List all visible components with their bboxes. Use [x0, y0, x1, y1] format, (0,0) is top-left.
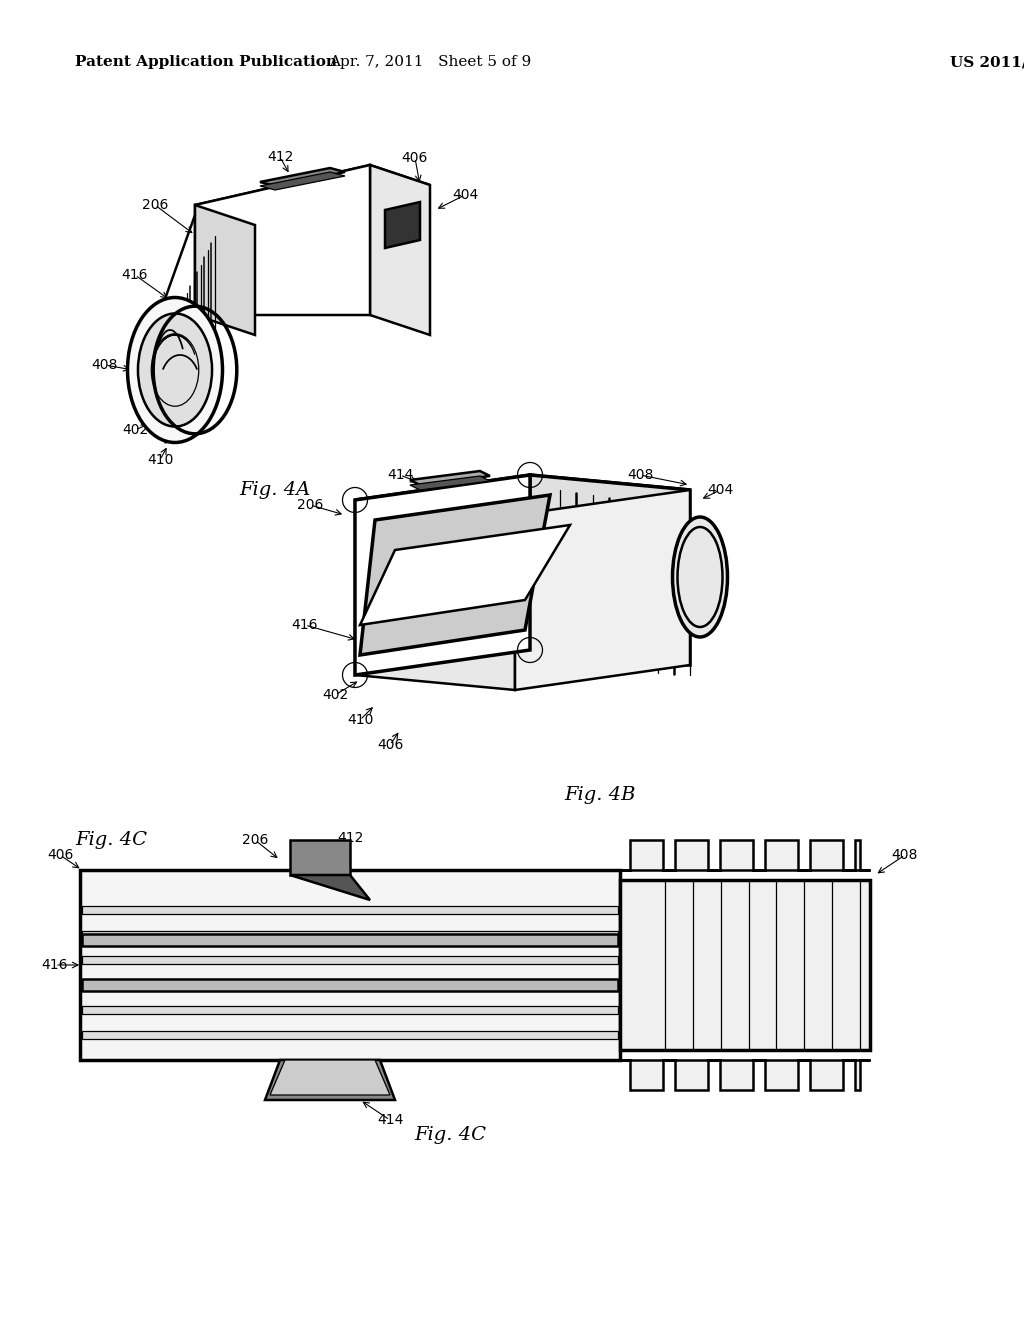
Polygon shape	[620, 840, 870, 870]
Polygon shape	[410, 477, 490, 490]
Text: 408: 408	[892, 847, 919, 862]
Polygon shape	[270, 1060, 390, 1096]
Text: 406: 406	[401, 150, 428, 165]
Text: 416: 416	[292, 618, 318, 632]
Text: Fig. 4C: Fig. 4C	[414, 1126, 486, 1144]
Polygon shape	[265, 1060, 395, 1100]
Ellipse shape	[128, 297, 222, 442]
Polygon shape	[82, 935, 618, 946]
Polygon shape	[360, 525, 570, 624]
Text: 414: 414	[387, 469, 414, 482]
Text: 406: 406	[47, 847, 73, 862]
Polygon shape	[620, 880, 870, 1049]
Text: 402: 402	[122, 422, 148, 437]
Text: 404: 404	[452, 187, 478, 202]
Text: 412: 412	[337, 832, 364, 845]
Polygon shape	[515, 490, 690, 690]
Text: 410: 410	[146, 453, 173, 467]
Text: 416: 416	[122, 268, 148, 282]
Text: Fig. 4B: Fig. 4B	[564, 785, 636, 804]
Text: 408: 408	[627, 469, 653, 482]
Polygon shape	[385, 202, 420, 248]
Text: 416: 416	[42, 958, 69, 972]
Ellipse shape	[138, 313, 212, 426]
Polygon shape	[260, 168, 345, 186]
Text: 206: 206	[141, 198, 168, 213]
Text: 412: 412	[267, 150, 293, 164]
Text: Fig. 4C: Fig. 4C	[75, 832, 147, 849]
Polygon shape	[355, 475, 530, 675]
Text: 206: 206	[242, 833, 268, 847]
Polygon shape	[260, 172, 345, 190]
Polygon shape	[620, 1060, 870, 1090]
Text: 410: 410	[347, 713, 373, 727]
Polygon shape	[195, 205, 255, 335]
Polygon shape	[82, 956, 618, 964]
Polygon shape	[360, 495, 550, 655]
Polygon shape	[370, 165, 430, 335]
Polygon shape	[195, 165, 430, 224]
Polygon shape	[82, 1006, 618, 1014]
Polygon shape	[355, 475, 690, 515]
Polygon shape	[82, 979, 618, 991]
Polygon shape	[410, 471, 490, 484]
Text: 406: 406	[377, 738, 403, 752]
Polygon shape	[82, 906, 618, 913]
Polygon shape	[82, 1031, 618, 1039]
Polygon shape	[80, 870, 620, 1060]
Polygon shape	[82, 981, 618, 989]
Polygon shape	[290, 875, 370, 900]
Polygon shape	[82, 931, 618, 939]
Text: 206: 206	[297, 498, 324, 512]
Text: 408: 408	[92, 358, 118, 372]
Text: 414: 414	[377, 1113, 403, 1127]
Polygon shape	[195, 165, 370, 315]
Polygon shape	[530, 475, 690, 665]
Text: Patent Application Publication: Patent Application Publication	[75, 55, 337, 69]
Text: 404: 404	[707, 483, 733, 498]
Text: Fig. 4A: Fig. 4A	[240, 480, 310, 499]
Polygon shape	[355, 500, 515, 690]
Polygon shape	[290, 840, 350, 875]
Text: Apr. 7, 2011   Sheet 5 of 9: Apr. 7, 2011 Sheet 5 of 9	[329, 55, 531, 69]
Ellipse shape	[673, 517, 727, 638]
Text: US 2011/0081119 A1: US 2011/0081119 A1	[950, 55, 1024, 69]
Text: 402: 402	[322, 688, 348, 702]
